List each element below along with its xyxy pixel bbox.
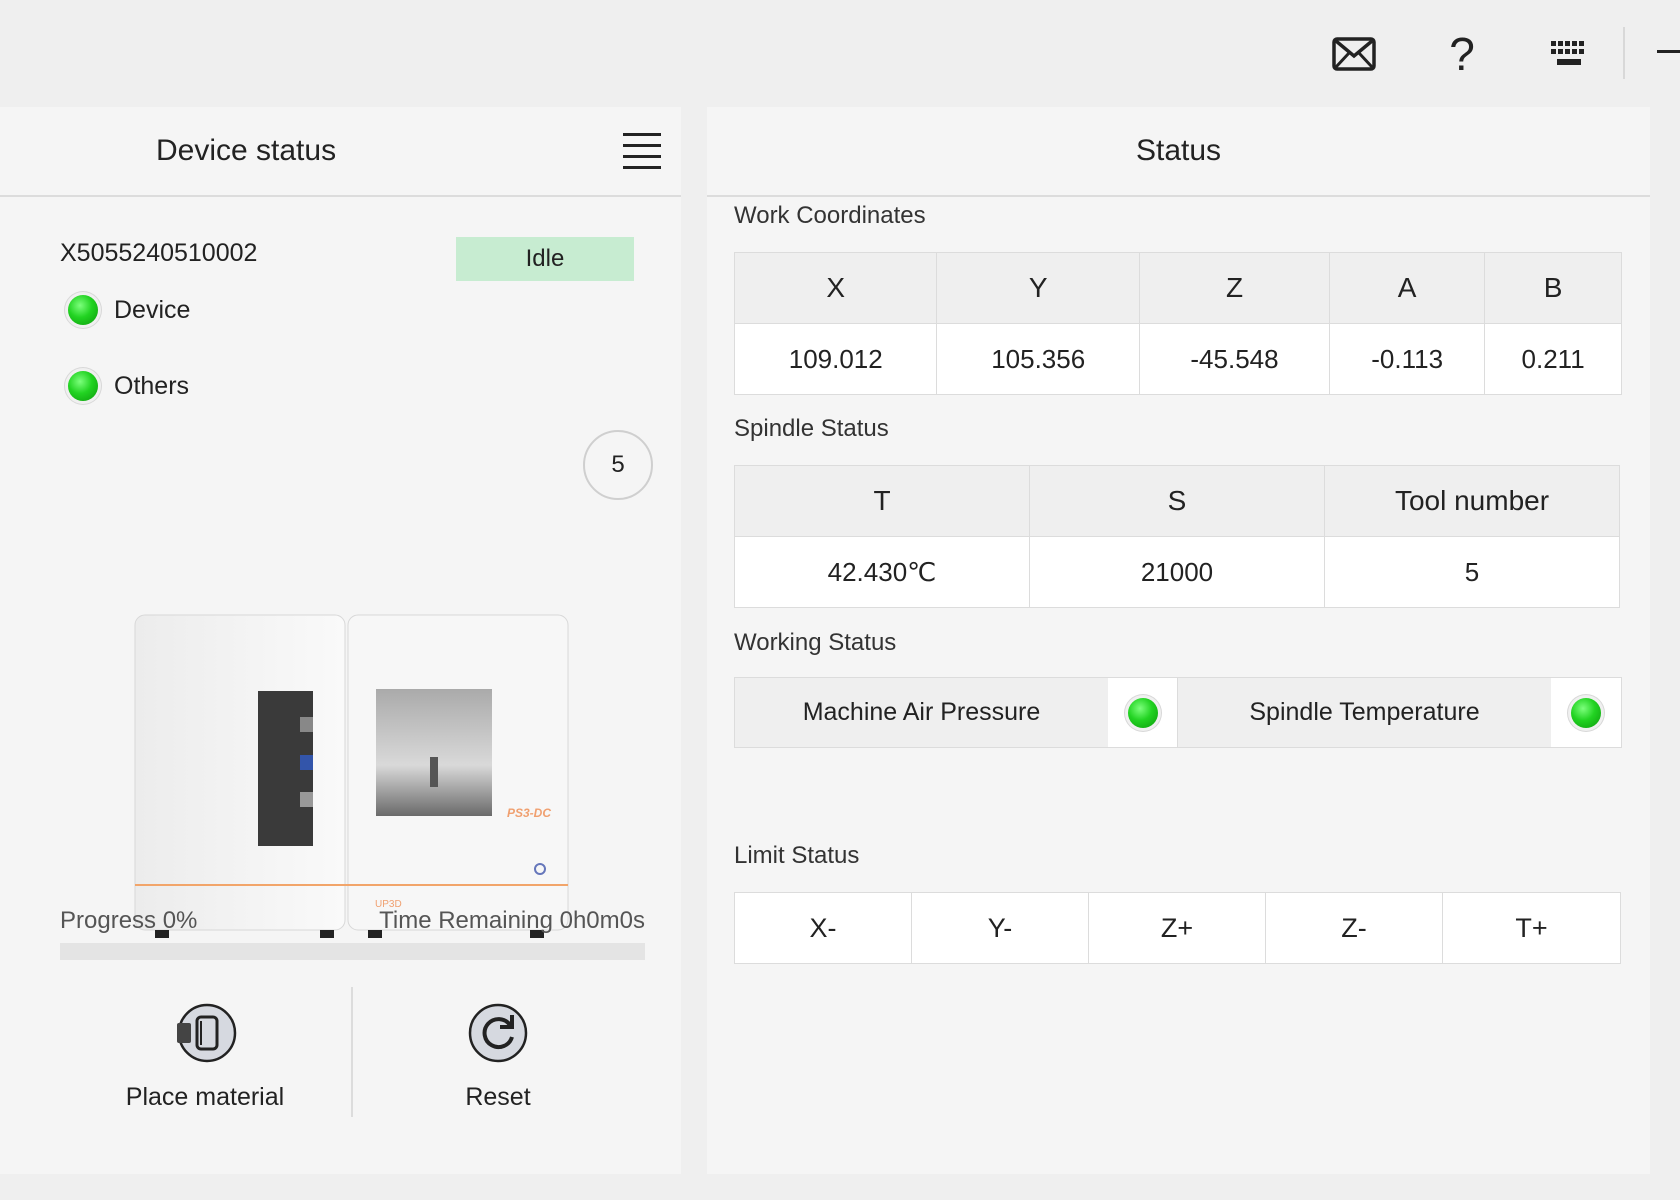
coord-header: Z (1138, 252, 1331, 324)
machine-image: PS3-DC UP3D (134, 614, 569, 938)
status-panel: Status Work Coordinates X Y Z A B 109.01… (707, 107, 1650, 1174)
help-icon[interactable]: ? (1436, 28, 1488, 80)
limit-x-minus[interactable]: X- (735, 893, 912, 963)
coord-header: X (733, 252, 938, 324)
working-status-row: Machine Air Pressure Spindle Temperature (734, 677, 1622, 748)
device-status-header: Device status (0, 107, 681, 197)
device-status-panel: Device status X5055240510002 Idle Device… (0, 107, 681, 1174)
status-header: Status (707, 107, 1650, 197)
coord-value: -45.548 (1138, 323, 1331, 395)
reset-label: Reset (465, 1083, 531, 1111)
spindle-value: 21000 (1029, 536, 1325, 608)
spindle-value: 5 (1324, 536, 1620, 608)
limit-z-minus[interactable]: Z- (1266, 893, 1443, 963)
help-glyph: ? (1449, 28, 1475, 80)
progress-bar (60, 943, 645, 960)
spindle-header: T (734, 465, 1030, 537)
indicator-label: Device (114, 295, 191, 324)
coord-header: Y (936, 252, 1140, 324)
indicator-device: Device (68, 295, 190, 325)
reset-icon (468, 1003, 528, 1063)
tool-number-badge: 5 (583, 430, 653, 500)
machine-model-label: PS3-DC (507, 806, 551, 820)
status-dot-icon (68, 295, 98, 325)
coord-value: 109.012 (733, 323, 938, 395)
spindle-header: Tool number (1324, 465, 1620, 537)
time-remaining-label: Time Remaining 0h0m0s (379, 907, 645, 934)
minimize-icon[interactable] (1657, 50, 1680, 53)
status-title: Status (1135, 134, 1222, 167)
keyboard-icon[interactable] (1543, 28, 1595, 80)
coord-header: B (1484, 252, 1622, 324)
coord-header: A (1329, 252, 1486, 324)
indicator-others: Others (68, 371, 189, 401)
reset-button[interactable]: Reset (353, 995, 643, 1115)
work-coordinates-title: Work Coordinates (734, 202, 926, 229)
coord-value: 105.356 (936, 323, 1140, 395)
air-pressure-indicator (1108, 678, 1178, 747)
spindle-temperature-indicator (1551, 678, 1621, 747)
spindle-value: 42.430℃ (734, 536, 1030, 608)
working-status-title: Working Status (734, 629, 897, 656)
place-material-button[interactable]: Place material (60, 995, 350, 1115)
spindle-temperature-label: Spindle Temperature (1178, 678, 1551, 747)
spindle-status-title: Spindle Status (734, 415, 889, 442)
status-dot-icon (1571, 697, 1601, 728)
work-coordinates-table: X Y Z A B 109.012 105.356 -45.548 -0.113… (733, 252, 1622, 395)
limit-status-row: X- Y- Z+ Z- T+ (734, 892, 1621, 964)
topbar-divider (1623, 27, 1625, 79)
air-pressure-label: Machine Air Pressure (735, 678, 1108, 747)
status-dot-icon (1127, 697, 1158, 728)
limit-t-plus[interactable]: T+ (1443, 893, 1620, 963)
coord-value: 0.211 (1484, 323, 1622, 395)
progress-label: Progress 0% (60, 907, 198, 934)
place-material-label: Place material (125, 1083, 285, 1111)
status-badge: Idle (456, 237, 634, 281)
limit-y-minus[interactable]: Y- (912, 893, 1089, 963)
device-serial: X5055240510002 (60, 239, 258, 267)
limit-status-title: Limit Status (734, 842, 860, 869)
action-divider (351, 987, 353, 1117)
mail-icon[interactable] (1328, 28, 1380, 80)
device-status-title: Device status (156, 134, 337, 167)
status-dot-icon (68, 371, 98, 401)
machine-brand-label: UP3D (375, 899, 402, 910)
top-bar: ? (0, 0, 1680, 107)
spindle-status-table: T S Tool number 42.430℃ 21000 5 (734, 465, 1620, 608)
spindle-header: S (1029, 465, 1325, 537)
limit-z-plus[interactable]: Z+ (1089, 893, 1266, 963)
coord-value: -0.113 (1329, 323, 1486, 395)
place-material-icon (177, 1003, 237, 1063)
indicator-label: Others (114, 371, 190, 400)
menu-icon[interactable] (623, 133, 661, 169)
